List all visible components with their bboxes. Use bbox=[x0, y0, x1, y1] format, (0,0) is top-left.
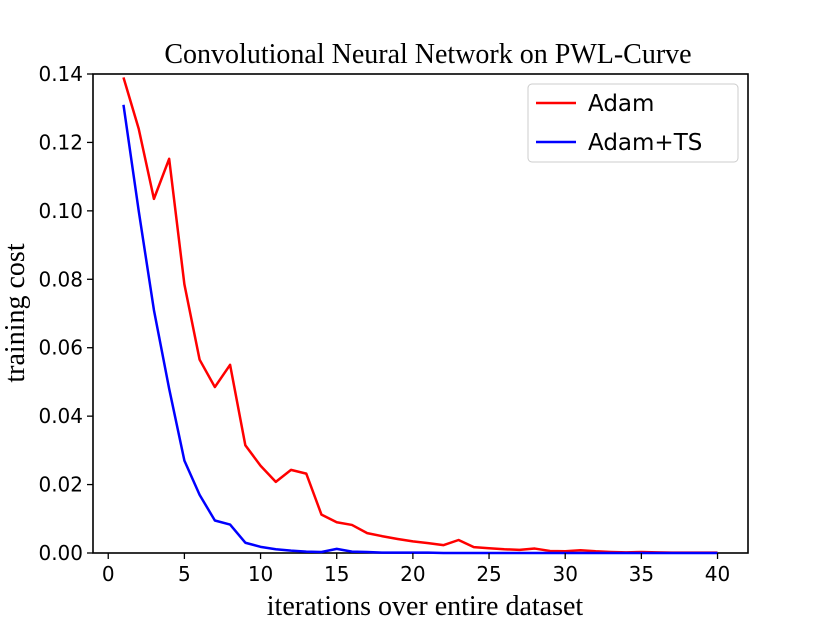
x-tick-label: 35 bbox=[629, 562, 654, 586]
legend: Adam Adam+TS bbox=[527, 83, 739, 163]
y-tick-label: 0.04 bbox=[38, 404, 83, 428]
y-tick-label: 0.10 bbox=[38, 199, 83, 223]
y-tick-label: 0.08 bbox=[38, 267, 83, 291]
y-tick-label: 0.06 bbox=[38, 336, 83, 360]
series-line-adam-ts bbox=[122, 104, 718, 555]
legend-box bbox=[527, 83, 739, 163]
x-tick-label: 5 bbox=[178, 562, 191, 586]
x-tick-label: 40 bbox=[705, 562, 730, 586]
x-tick-label: 10 bbox=[248, 562, 273, 586]
x-tick-label: 0 bbox=[102, 562, 115, 586]
legend-label-adam-ts: Adam+TS bbox=[588, 130, 702, 156]
y-axis-label: training cost bbox=[0, 243, 31, 382]
series-layer bbox=[122, 77, 718, 555]
x-axis-ticks: 0 5 10 15 20 25 30 35 40 bbox=[102, 553, 730, 586]
y-axis-ticks: 0.00 0.02 0.04 0.06 0.08 0.10 0.12 0.14 bbox=[38, 62, 93, 565]
y-tick-label: 0.02 bbox=[38, 473, 83, 497]
y-tick-label: 0.12 bbox=[38, 130, 83, 154]
chart-title: Convolutional Neural Network on PWL-Curv… bbox=[164, 39, 691, 70]
y-tick-label: 0.00 bbox=[38, 541, 83, 565]
x-tick-label: 25 bbox=[476, 562, 501, 586]
x-tick-label: 20 bbox=[400, 562, 425, 586]
x-tick-label: 15 bbox=[324, 562, 349, 586]
legend-label-adam: Adam bbox=[588, 91, 654, 117]
y-tick-label: 0.14 bbox=[38, 62, 83, 86]
x-tick-label: 30 bbox=[552, 562, 577, 586]
x-axis-label: iterations over entire dataset bbox=[267, 591, 584, 622]
